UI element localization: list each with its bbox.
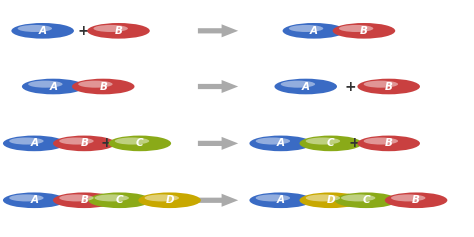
FancyArrow shape [198, 80, 238, 93]
FancyArrow shape [198, 137, 238, 150]
Ellipse shape [78, 81, 113, 88]
Text: C: C [327, 138, 335, 148]
Ellipse shape [28, 81, 63, 88]
Text: A: A [30, 195, 38, 205]
Ellipse shape [9, 194, 44, 201]
Ellipse shape [3, 192, 65, 208]
FancyArrow shape [198, 194, 238, 207]
Ellipse shape [72, 79, 135, 94]
Text: +: + [101, 136, 112, 150]
Ellipse shape [59, 194, 94, 201]
Text: B: B [412, 195, 420, 205]
Ellipse shape [93, 25, 128, 32]
Ellipse shape [306, 137, 340, 145]
Ellipse shape [18, 25, 52, 32]
Text: +: + [101, 193, 112, 207]
Text: D: D [327, 195, 335, 205]
Ellipse shape [385, 192, 447, 208]
Text: C: C [136, 138, 144, 148]
Text: +: + [77, 24, 89, 38]
Ellipse shape [364, 81, 398, 88]
Text: A: A [39, 26, 46, 36]
Ellipse shape [87, 23, 150, 39]
Text: +: + [345, 79, 356, 94]
Text: B: B [80, 195, 88, 205]
Ellipse shape [341, 194, 375, 201]
Text: A: A [49, 82, 57, 91]
Text: B: B [115, 26, 122, 36]
Ellipse shape [283, 23, 345, 39]
Ellipse shape [145, 194, 179, 201]
Ellipse shape [3, 136, 65, 151]
Text: C: C [362, 195, 370, 205]
Text: A: A [310, 26, 318, 36]
Ellipse shape [249, 136, 312, 151]
Text: A: A [30, 138, 38, 148]
Ellipse shape [289, 25, 323, 32]
Ellipse shape [335, 192, 397, 208]
Ellipse shape [53, 192, 116, 208]
Text: +: + [349, 193, 360, 207]
Text: A: A [277, 138, 285, 148]
Ellipse shape [357, 79, 420, 94]
Ellipse shape [333, 23, 395, 39]
Ellipse shape [88, 192, 151, 208]
Ellipse shape [391, 194, 426, 201]
Ellipse shape [364, 137, 398, 145]
Ellipse shape [300, 136, 362, 151]
Text: B: B [360, 26, 368, 36]
Ellipse shape [339, 25, 374, 32]
Ellipse shape [138, 192, 201, 208]
Ellipse shape [109, 136, 171, 151]
Ellipse shape [53, 136, 116, 151]
Ellipse shape [11, 23, 74, 39]
Ellipse shape [22, 79, 84, 94]
Text: B: B [80, 138, 88, 148]
Ellipse shape [94, 194, 129, 201]
Text: +: + [349, 136, 360, 150]
Text: A: A [277, 195, 285, 205]
Ellipse shape [357, 136, 420, 151]
Text: C: C [116, 195, 123, 205]
Ellipse shape [306, 194, 340, 201]
Text: B: B [99, 82, 107, 91]
Text: A: A [302, 82, 310, 91]
Ellipse shape [59, 137, 94, 145]
Ellipse shape [274, 79, 337, 94]
Text: B: B [385, 82, 392, 91]
Ellipse shape [255, 137, 290, 145]
Ellipse shape [255, 194, 290, 201]
Ellipse shape [281, 81, 315, 88]
FancyArrow shape [198, 24, 238, 37]
Ellipse shape [115, 137, 149, 145]
Text: B: B [385, 138, 392, 148]
Ellipse shape [300, 192, 362, 208]
Ellipse shape [9, 137, 44, 145]
Ellipse shape [249, 192, 312, 208]
Text: D: D [165, 195, 174, 205]
